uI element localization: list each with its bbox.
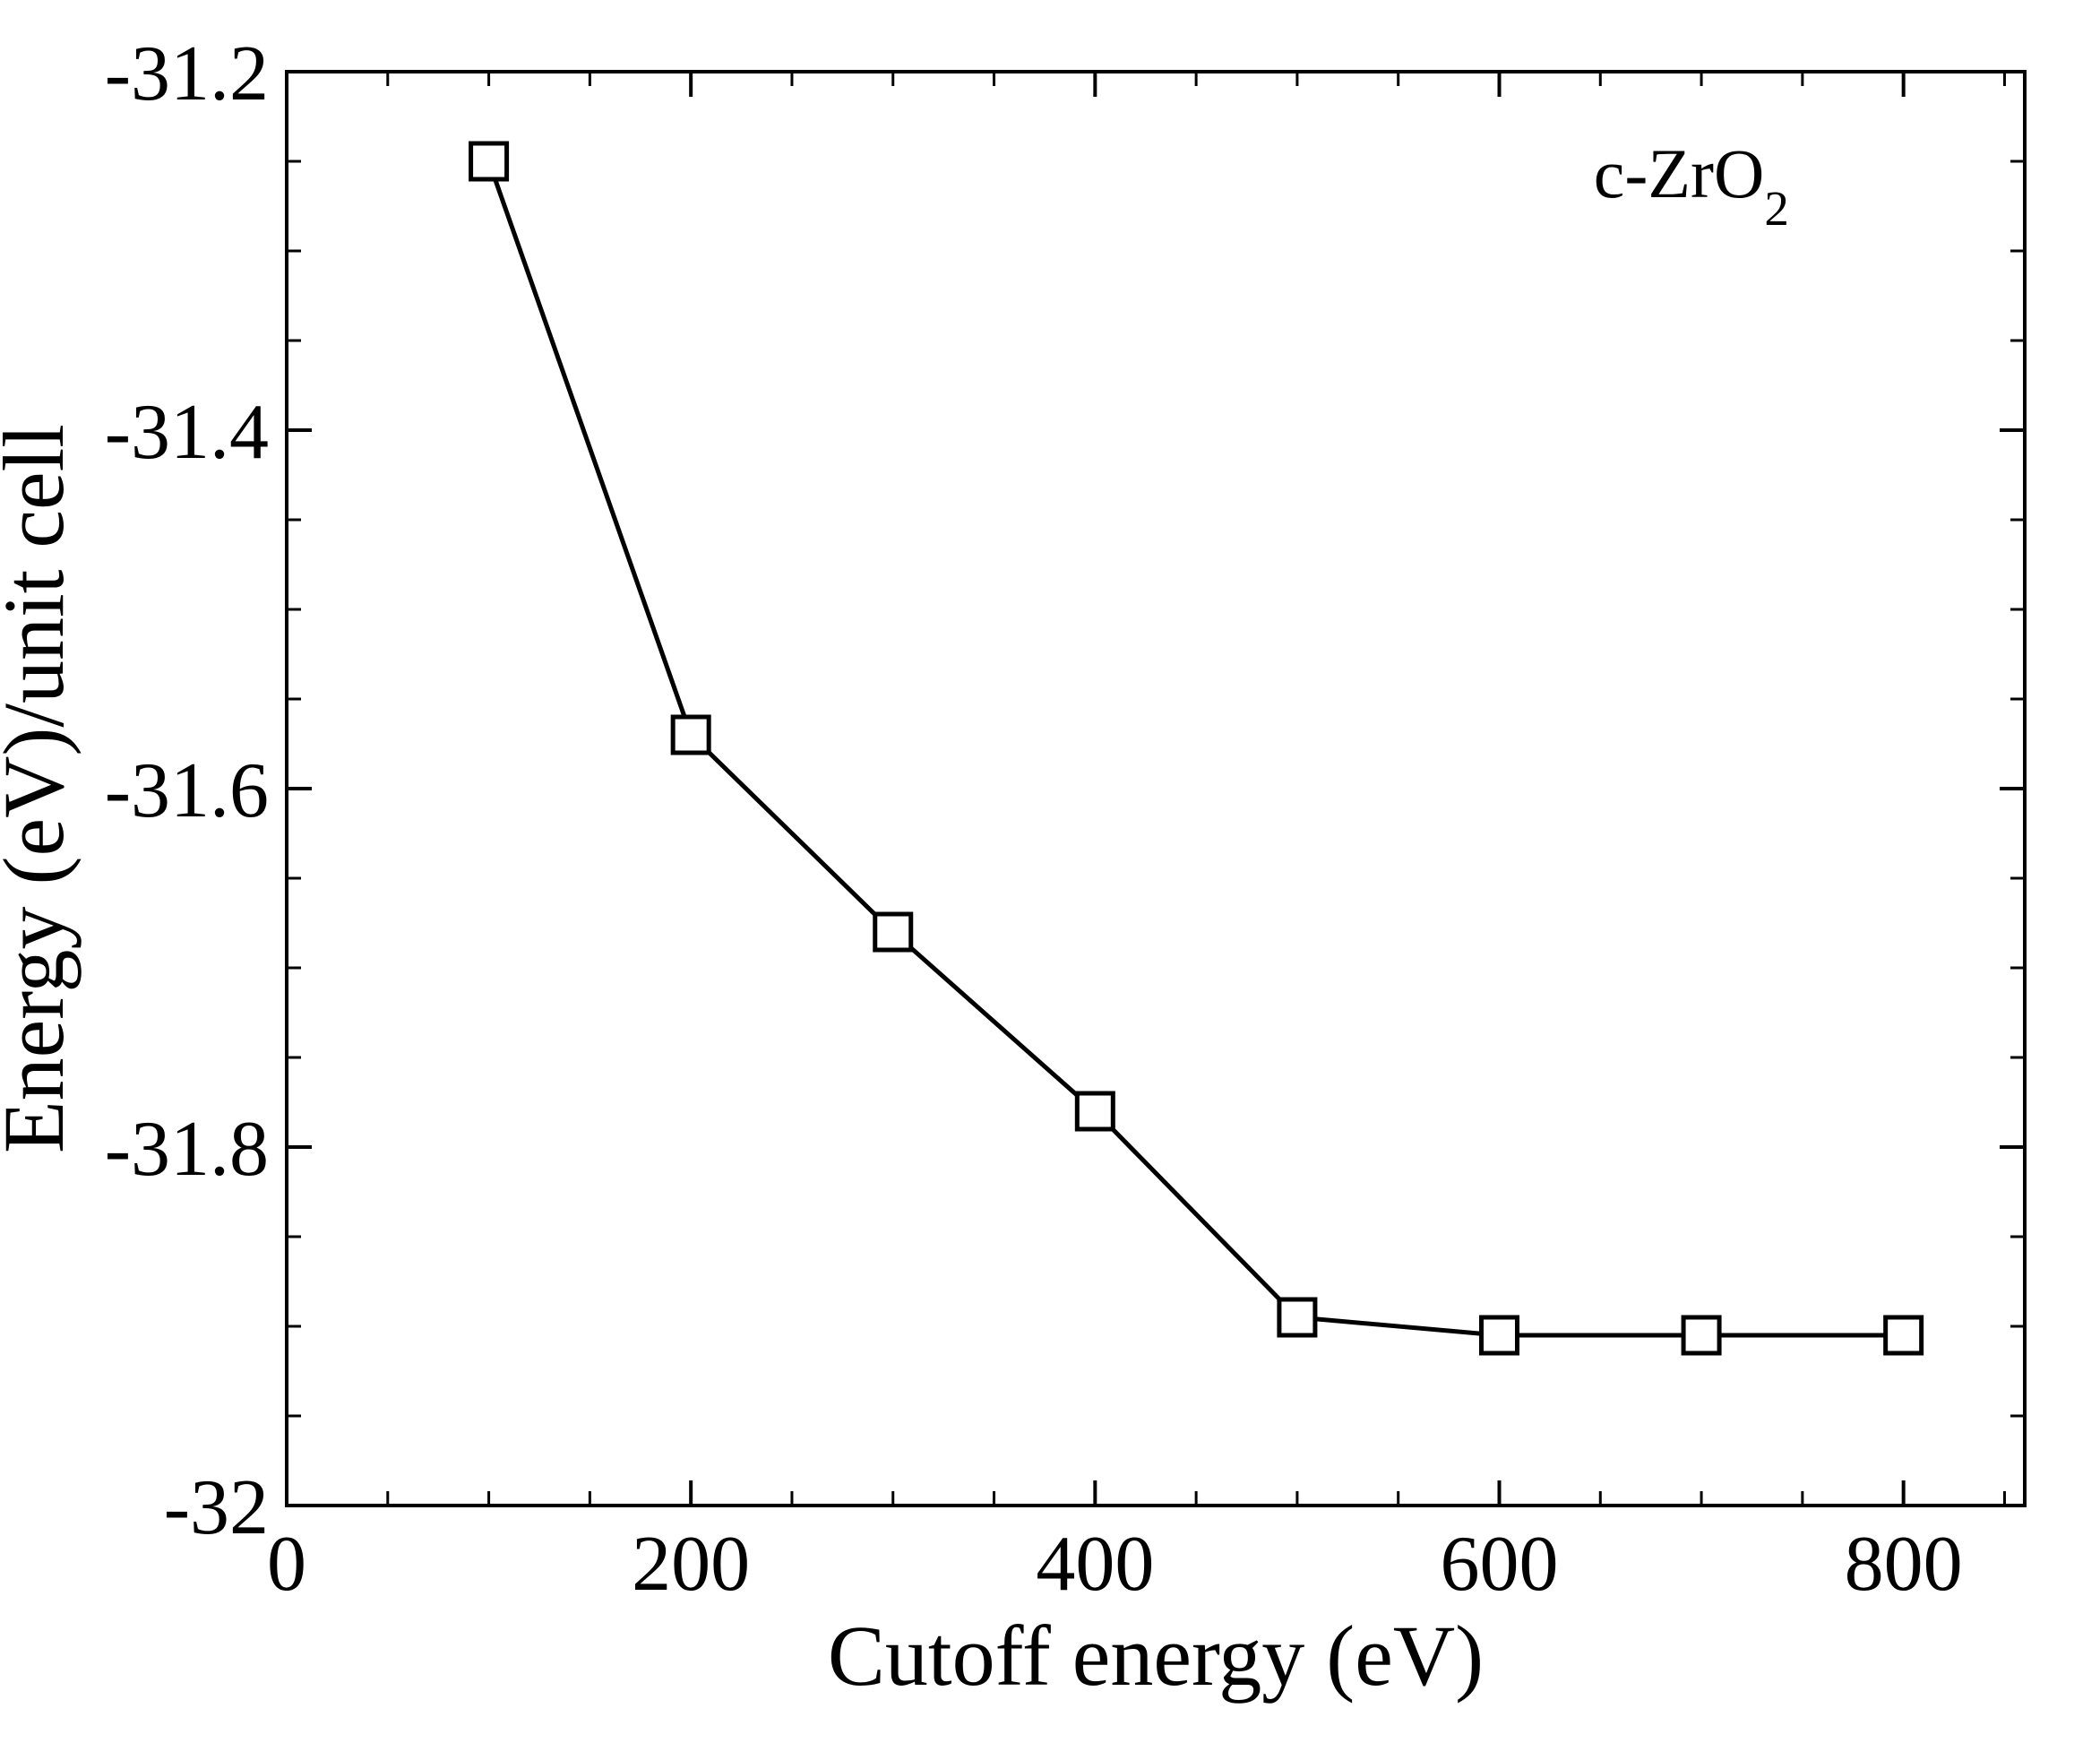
x-tick-label: 400 bbox=[1036, 1521, 1154, 1608]
x-axis-title: Cutoff energy (eV) bbox=[828, 1608, 1484, 1704]
data-marker bbox=[673, 717, 709, 753]
x-tick-label: 0 bbox=[267, 1521, 306, 1608]
data-marker bbox=[1683, 1317, 1719, 1353]
data-marker bbox=[471, 143, 507, 179]
y-tick-label: -31.4 bbox=[105, 389, 269, 476]
data-marker bbox=[1077, 1093, 1113, 1129]
chart-container: 0 200 400 600 800 -31.2 -31.4 -31.6 -31.8 -32 Cuto… bbox=[0, 0, 2100, 1743]
y-tick-label: -31.8 bbox=[105, 1106, 269, 1193]
x-tick-label: 200 bbox=[632, 1521, 750, 1608]
y-tick-label: -32 bbox=[164, 1464, 269, 1551]
x-tick-label: 800 bbox=[1845, 1521, 1963, 1608]
data-marker bbox=[1279, 1299, 1315, 1335]
data-marker bbox=[875, 914, 911, 950]
data-marker bbox=[1886, 1317, 1922, 1353]
y-tick-label: -31.2 bbox=[105, 30, 269, 117]
chart-bg bbox=[0, 0, 2100, 1743]
y-tick-label: -31.6 bbox=[105, 747, 269, 834]
x-tick-label: 600 bbox=[1440, 1521, 1558, 1608]
y-axis-title: Energy (eV)/unit cell bbox=[0, 424, 82, 1153]
convergence-chart: 0 200 400 600 800 -31.2 -31.4 -31.6 -31.8 -32 Cuto… bbox=[0, 0, 2100, 1743]
data-marker bbox=[1481, 1317, 1517, 1353]
